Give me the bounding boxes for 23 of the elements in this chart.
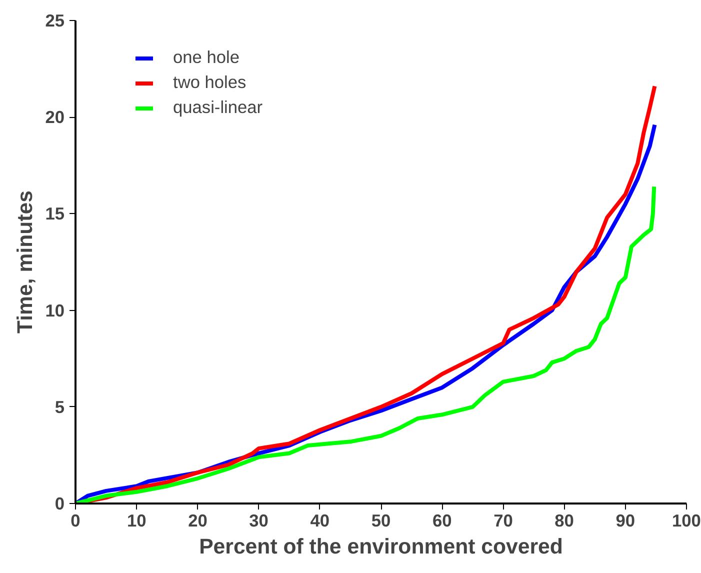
- y-tick-label: 25: [45, 10, 65, 30]
- x-tick-label: 70: [494, 510, 513, 530]
- y-axis-title: Time, minutes: [13, 190, 38, 334]
- x-tick-label: 100: [672, 510, 701, 530]
- legend-label: one hole: [173, 47, 240, 68]
- x-tick-label: 10: [126, 510, 146, 530]
- legend-label: two holes: [173, 72, 246, 93]
- x-tick-label: 60: [432, 510, 452, 530]
- y-tick-label: 0: [54, 494, 65, 514]
- y-tick-label: 15: [45, 204, 65, 224]
- line-series: [76, 184, 656, 504]
- x-tick-label: 90: [616, 510, 636, 530]
- x-tick-label: 30: [249, 510, 268, 530]
- y-tick-label: 20: [45, 107, 65, 128]
- x-tick-label: 0: [70, 510, 80, 530]
- y-tick-label: 5: [54, 396, 65, 417]
- y-tick-label: 10: [45, 300, 65, 320]
- x-tick-label: 40: [310, 510, 330, 530]
- x-tick-label: 50: [371, 510, 391, 530]
- legend-label: quasi-linear: [173, 97, 263, 118]
- x-tick-label: 80: [554, 510, 574, 530]
- x-axis-title: Percent of the environment covered: [199, 534, 563, 558]
- x-tick-label: 20: [188, 510, 208, 530]
